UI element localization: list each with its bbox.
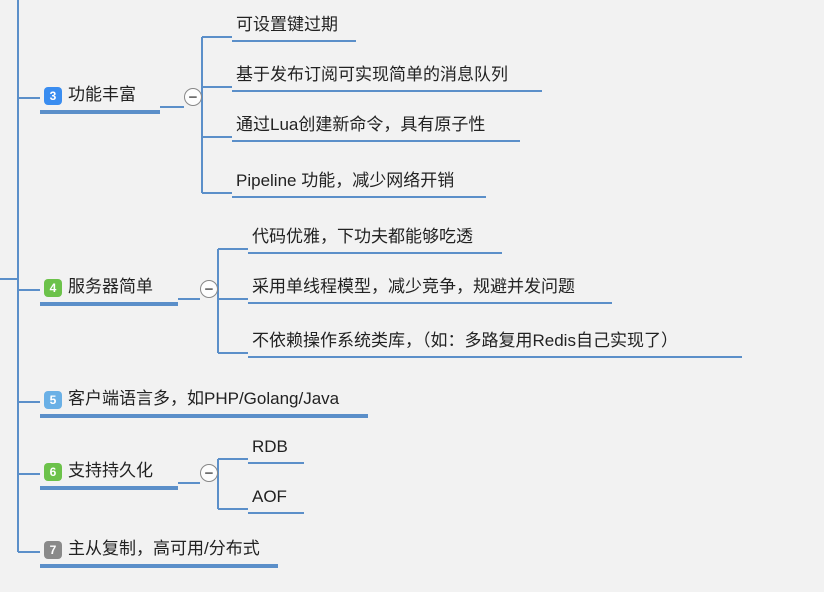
collapse-icon[interactable]: − [200,280,218,298]
branch-label: 服务器简单 [68,277,153,296]
collapse-icon[interactable]: − [184,88,202,106]
branch-node[interactable]: 7 主从复制，高可用/分布式 [40,538,278,568]
leaf-label: 代码优雅，下功夫都能够吃透 [252,227,473,246]
branch-label: 主从复制，高可用/分布式 [68,539,260,558]
order-badge: 4 [44,279,62,297]
leaf-node[interactable]: 代码优雅，下功夫都能够吃透 [248,226,502,254]
leaf-label: RDB [252,437,288,456]
leaf-node[interactable]: AOF [248,486,304,514]
leaf-node[interactable]: 可设置键过期 [232,14,356,42]
branch-node[interactable]: 5 客户端语言多，如PHP/Golang/Java [40,388,368,418]
leaf-node[interactable]: RDB [248,436,304,464]
leaf-node[interactable]: 不依赖操作系统类库，（如：多路复用Redis自己实现了） [248,330,742,358]
leaf-label: 不依赖操作系统类库，（如：多路复用Redis自己实现了） [252,331,678,350]
leaf-label: 基于发布订阅可实现简单的消息队列 [236,65,508,84]
leaf-node[interactable]: 通过Lua创建新命令，具有原子性 [232,114,520,142]
leaf-label: 采用单线程模型，减少竞争，规避并发问题 [252,277,575,296]
leaf-label: Pipeline 功能，减少网络开销 [236,171,454,190]
leaf-label: 通过Lua创建新命令，具有原子性 [236,115,485,134]
branch-node[interactable]: 4 服务器简单 [40,276,178,306]
order-badge: 5 [44,391,62,409]
leaf-node[interactable]: 采用单线程模型，减少竞争，规避并发问题 [248,276,612,304]
order-badge: 3 [44,87,62,105]
leaf-label: 可设置键过期 [236,15,338,34]
collapse-icon[interactable]: − [200,464,218,482]
leaf-node[interactable]: Pipeline 功能，减少网络开销 [232,170,486,198]
branch-node[interactable]: 3 功能丰富 [40,84,160,114]
order-badge: 6 [44,463,62,481]
branch-node[interactable]: 6 支持持久化 [40,460,178,490]
leaf-node[interactable]: 基于发布订阅可实现简单的消息队列 [232,64,542,92]
branch-label: 客户端语言多，如PHP/Golang/Java [68,389,339,408]
order-badge: 7 [44,541,62,559]
leaf-label: AOF [252,487,287,506]
branch-label: 支持持久化 [68,461,153,480]
branch-label: 功能丰富 [68,85,136,104]
